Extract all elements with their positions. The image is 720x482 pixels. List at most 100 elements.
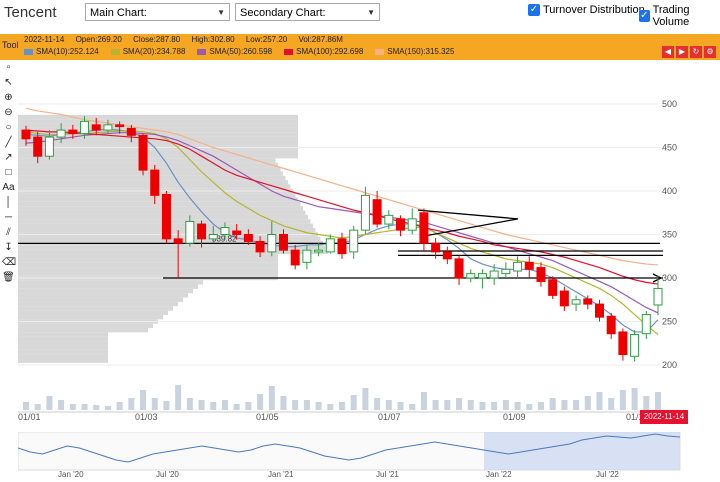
candle-body <box>197 223 207 240</box>
volume-bar <box>561 400 568 410</box>
candle-body <box>33 136 43 157</box>
candle-body <box>161 193 171 240</box>
y-tick-label: 450 <box>662 143 677 153</box>
turnover-bar <box>18 206 303 211</box>
candle-body <box>103 124 113 131</box>
turnover-bar <box>18 354 108 359</box>
trash-icon[interactable]: 🗑 <box>2 272 15 283</box>
refresh-icon[interactable]: ↻ <box>690 46 702 58</box>
candle-body <box>115 124 125 128</box>
candle-body <box>641 314 651 335</box>
candle-body <box>243 234 253 242</box>
volume-bar <box>584 396 591 410</box>
sma-legend-item: SMA(20):234.788 <box>110 47 185 56</box>
turnover-bar <box>18 323 153 329</box>
secondary-chart-select[interactable]: Secondary Chart: ▼ <box>235 3 380 21</box>
candle-body <box>419 212 429 244</box>
open-value: Open:269.20 <box>75 35 122 44</box>
volume-bar <box>420 392 427 410</box>
down-arrow-icon[interactable]: ↧ <box>4 242 13 253</box>
parallel-icon[interactable]: ⫽ <box>6 227 11 238</box>
last-date-badge: 2022-11-14 <box>640 410 688 424</box>
turnover-bar <box>18 258 278 263</box>
x-tick-label: 01/05 <box>256 412 279 422</box>
y-tick-label: 300 <box>662 273 677 283</box>
circle-icon[interactable]: ○ <box>5 122 12 133</box>
gear-icon[interactable]: ⚙ <box>704 46 716 58</box>
volume-bar <box>151 398 158 410</box>
turnover-label: Turnover Distribution <box>543 4 645 16</box>
volume-bar <box>104 406 111 410</box>
volume-bar <box>608 398 615 410</box>
volume-value: Vol:287.86M <box>298 35 343 44</box>
sma-swatch <box>197 48 207 55</box>
candle-body <box>56 129 66 138</box>
volume-bar <box>268 386 275 410</box>
volume-bar <box>23 402 29 410</box>
cursor-icon[interactable]: ↖ <box>4 77 13 88</box>
volume-bar <box>631 388 638 410</box>
navigator-chart[interactable]: Jan '20 Jul '20 Jan '21 Jul '21 Jan '22 Jul '… <box>18 432 684 478</box>
sma-legend-item: SMA(50):260.598 <box>197 47 272 56</box>
sma-label: SMA(10):252.124 <box>36 47 99 56</box>
turnover-bar <box>18 358 108 363</box>
volume-bar <box>58 400 65 410</box>
arrow-icon[interactable]: ↗ <box>4 152 13 163</box>
candle-body <box>559 290 569 307</box>
candle-body <box>431 242 441 253</box>
volume-bar <box>339 402 345 410</box>
arrow-left-icon[interactable]: ◀ <box>662 46 674 58</box>
turnover-bar <box>18 345 108 350</box>
volume-bar <box>303 400 310 410</box>
navigator-tick-label: Jan '20 <box>58 470 84 478</box>
volume-bar <box>198 400 205 410</box>
candle-body <box>571 299 581 305</box>
navigator-selection <box>484 432 680 470</box>
turnover-bar <box>18 293 188 298</box>
pointer-icon[interactable]: ▫ <box>6 62 11 73</box>
turnover-bar <box>18 341 108 346</box>
turnover-checkbox[interactable]: ✓ Turnover Distribution <box>528 4 645 16</box>
volume-bar <box>491 402 498 410</box>
navigator-tick-label: Jan '21 <box>268 470 294 478</box>
volume-bar <box>514 402 521 410</box>
rectangle-icon[interactable]: □ <box>5 167 12 178</box>
candle-body <box>384 214 394 225</box>
volume-bar <box>163 401 170 410</box>
high-value: High:302.80 <box>191 35 235 44</box>
navigator-tick-label: Jan '22 <box>486 470 512 478</box>
turnover-bar <box>18 301 178 307</box>
main-chart-label: Main Chart: <box>90 7 147 19</box>
eraser-icon[interactable]: ⌫ <box>2 257 17 268</box>
volume-bar <box>397 402 404 410</box>
candle-body <box>583 298 593 305</box>
candle-body <box>314 249 324 253</box>
line-icon[interactable]: ╱ <box>5 137 12 148</box>
candle-body <box>232 230 242 236</box>
candle-body <box>477 273 487 279</box>
volume-bar <box>655 392 661 410</box>
volume-bar <box>526 404 533 410</box>
text-icon[interactable]: Aa <box>2 182 15 193</box>
candle-body <box>80 120 90 135</box>
volume-bar <box>140 390 147 410</box>
volume-bar <box>81 404 88 410</box>
candle-body <box>325 238 335 253</box>
volume-bar <box>374 398 381 410</box>
candle-body <box>442 251 452 260</box>
drawing-toolbar: ▫ ↖ ⊕ ⊖ ○ ╱ ↗ □ Aa │ ─ ⫽ ↧ ⌫ 🗑 <box>0 60 17 300</box>
candle-body <box>606 315 616 335</box>
sma-legend-item: SMA(10):252.124 <box>24 47 99 56</box>
vertical-line-icon[interactable]: │ <box>5 197 12 208</box>
volume-bar <box>93 405 100 410</box>
zoom-in-icon[interactable]: ⊕ <box>4 92 13 103</box>
horizontal-line-icon[interactable]: ─ <box>4 212 13 223</box>
arrow-right-icon[interactable]: ▶ <box>676 46 688 58</box>
volume-bar <box>69 404 76 410</box>
zoom-out-icon[interactable]: ⊖ <box>4 107 13 118</box>
volume-checkbox[interactable]: ✓ Trading Volume <box>639 4 720 28</box>
volume-bar <box>116 402 123 410</box>
sma-legend-item: SMA(100):292.698 <box>284 47 363 56</box>
main-chart-select[interactable]: Main Chart: ▼ <box>85 3 230 21</box>
